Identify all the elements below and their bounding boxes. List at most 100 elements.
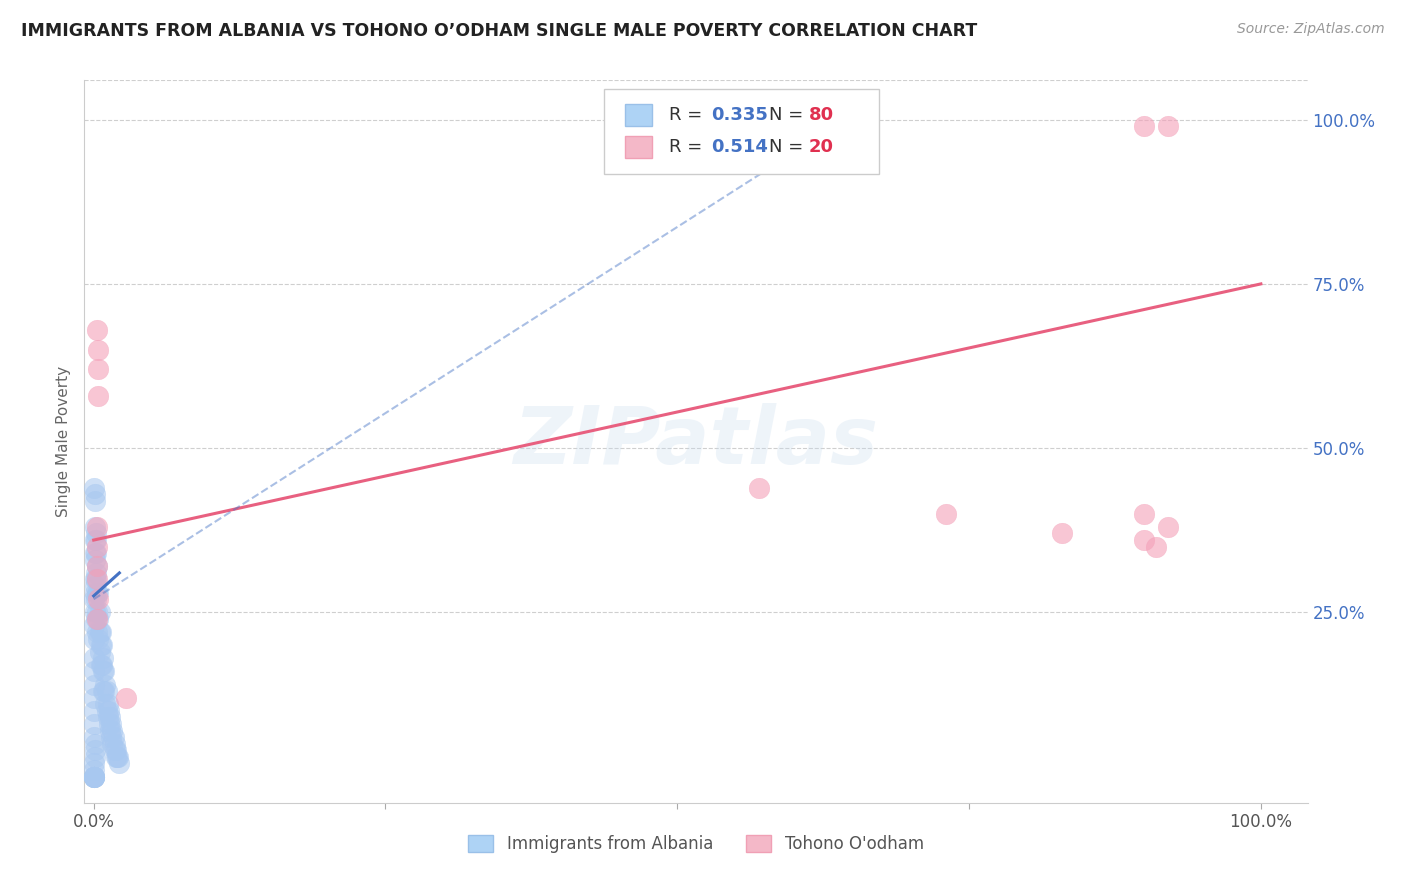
Point: [748, 481, 770, 495]
Point: [84, 612, 107, 626]
Point: [1156, 120, 1178, 134]
Point: [90, 638, 112, 652]
Point: [101, 723, 124, 738]
Point: [97, 717, 120, 731]
Bar: [626, 136, 652, 158]
Point: [83, 770, 105, 784]
Point: [94, 677, 117, 691]
Point: [104, 743, 127, 757]
Point: [87, 632, 110, 646]
Point: [83, 770, 105, 784]
Point: [86, 605, 108, 619]
Point: [103, 730, 125, 744]
Point: [90, 638, 112, 652]
Point: [86, 520, 108, 534]
Point: [87, 362, 110, 376]
Bar: [626, 104, 652, 126]
Point: [100, 730, 122, 744]
Point: [83, 632, 105, 646]
Point: [87, 585, 110, 599]
Point: [83, 763, 105, 777]
Point: [100, 717, 122, 731]
Point: [83, 665, 105, 679]
Text: N =: N =: [769, 106, 810, 124]
Y-axis label: Single Male Poverty: Single Male Poverty: [56, 366, 72, 517]
Text: R =: R =: [669, 137, 709, 156]
Point: [83, 770, 105, 784]
Point: [83, 677, 105, 691]
Point: [86, 625, 108, 640]
Point: [86, 559, 108, 574]
Point: [84, 566, 107, 580]
Point: [105, 749, 128, 764]
Point: [90, 657, 112, 672]
Point: [84, 573, 107, 587]
Text: 0.514: 0.514: [710, 137, 768, 156]
Point: [83, 546, 105, 560]
Text: ZIPatlas: ZIPatlas: [513, 402, 879, 481]
Point: [87, 388, 110, 402]
Point: [104, 743, 127, 757]
Point: [86, 573, 108, 587]
Point: [1133, 507, 1156, 521]
Point: [93, 665, 115, 679]
Point: [94, 698, 117, 712]
Point: [83, 770, 105, 784]
Point: [104, 749, 127, 764]
Point: [83, 487, 105, 501]
Point: [1052, 526, 1074, 541]
Point: [83, 481, 105, 495]
Point: [86, 585, 108, 599]
Point: [87, 592, 110, 607]
Point: [1144, 540, 1167, 554]
Point: [83, 618, 105, 632]
Point: [84, 533, 107, 547]
Point: [107, 749, 129, 764]
Point: [87, 343, 110, 357]
Point: [1133, 533, 1156, 547]
Point: [89, 605, 111, 619]
Point: [83, 579, 105, 593]
Point: [90, 657, 112, 672]
Text: 20: 20: [808, 137, 834, 156]
Point: [84, 592, 107, 607]
Point: [89, 645, 111, 659]
Point: [97, 698, 120, 712]
Point: [83, 717, 105, 731]
Point: [98, 710, 121, 724]
Point: [91, 684, 114, 698]
Point: [93, 684, 115, 698]
Point: [98, 723, 121, 738]
Point: [83, 520, 105, 534]
Point: [83, 770, 105, 784]
Point: [96, 684, 118, 698]
Point: [86, 559, 108, 574]
Point: [83, 730, 105, 744]
Point: [83, 743, 105, 757]
Text: Source: ZipAtlas.com: Source: ZipAtlas.com: [1237, 22, 1385, 37]
Text: N =: N =: [769, 137, 810, 156]
Point: [104, 737, 127, 751]
Text: IMMIGRANTS FROM ALBANIA VS TOHONO O’ODHAM SINGLE MALE POVERTY CORRELATION CHART: IMMIGRANTS FROM ALBANIA VS TOHONO O’ODHA…: [21, 22, 977, 40]
Point: [83, 690, 105, 705]
Point: [83, 553, 105, 567]
Point: [83, 573, 105, 587]
Point: [91, 665, 114, 679]
Point: [83, 651, 105, 665]
Point: [83, 493, 105, 508]
Point: [83, 749, 105, 764]
Text: 80: 80: [808, 106, 834, 124]
Point: [108, 756, 131, 771]
Point: [83, 756, 105, 771]
Point: [86, 323, 108, 337]
Point: [83, 605, 105, 619]
Point: [101, 737, 124, 751]
Legend: Immigrants from Albania, Tohono O'odham: Immigrants from Albania, Tohono O'odham: [461, 828, 931, 860]
Point: [97, 710, 120, 724]
Point: [97, 704, 120, 718]
Point: [91, 651, 114, 665]
Point: [90, 625, 112, 640]
Point: [1156, 520, 1178, 534]
Point: [83, 585, 105, 599]
Point: [84, 546, 107, 560]
